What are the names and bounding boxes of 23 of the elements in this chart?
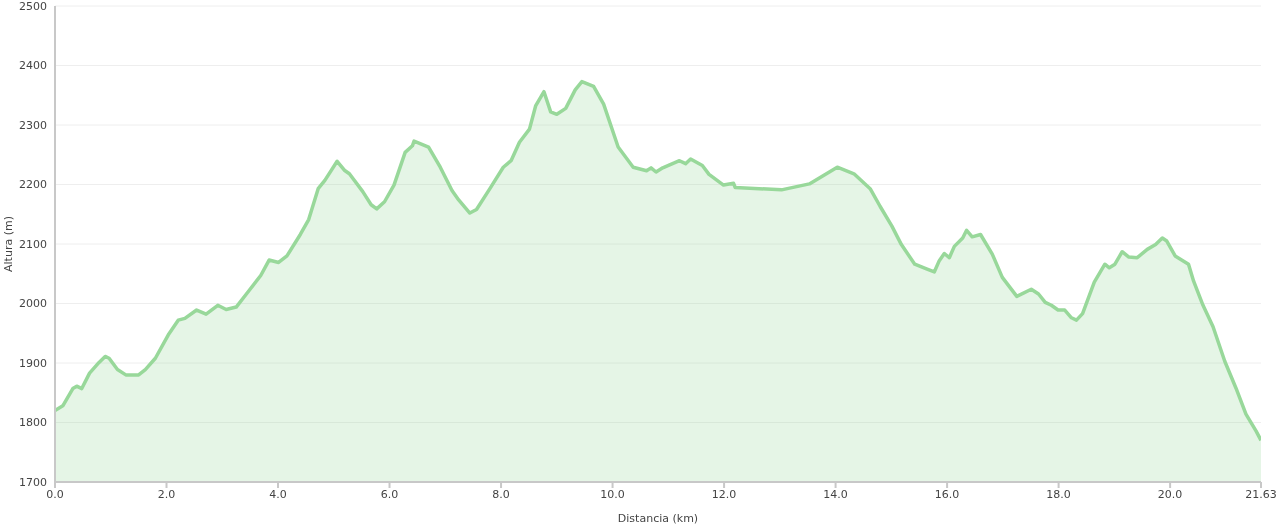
x-axis-title: Distancia (km)	[617, 512, 699, 524]
x-tick-label: 2.0	[157, 487, 176, 501]
y-tick-label: 2400	[19, 59, 47, 73]
y-tick-label: 2000	[19, 297, 47, 311]
y-tick-label: 2100	[19, 237, 47, 251]
y-axis-title: Altura (m)	[1, 216, 15, 272]
y-tick-label: 2500	[19, 0, 47, 13]
x-tick-label: 0.0	[46, 487, 64, 501]
y-tick-label: 1700	[19, 475, 47, 489]
x-tick-label: 14.0	[823, 487, 848, 501]
x-tick-label: 10.0	[600, 487, 625, 501]
x-tick-label: 6.0	[380, 487, 399, 501]
y-tick-label: 2300	[19, 118, 47, 132]
y-tick-label: 1900	[19, 356, 47, 370]
y-tick-label: 2200	[19, 178, 47, 192]
x-tick-label: 21.63	[1245, 487, 1277, 501]
x-tick-label: 18.0	[1046, 487, 1071, 501]
x-tick-label: 16.0	[934, 487, 960, 501]
y-tick-label: 1800	[19, 416, 47, 430]
x-tick-label: 8.0	[492, 487, 510, 501]
x-tick-label: 20.0	[1157, 487, 1183, 501]
x-tick-label: 4.0	[269, 487, 287, 501]
x-tick-label: 12.0	[711, 487, 737, 501]
